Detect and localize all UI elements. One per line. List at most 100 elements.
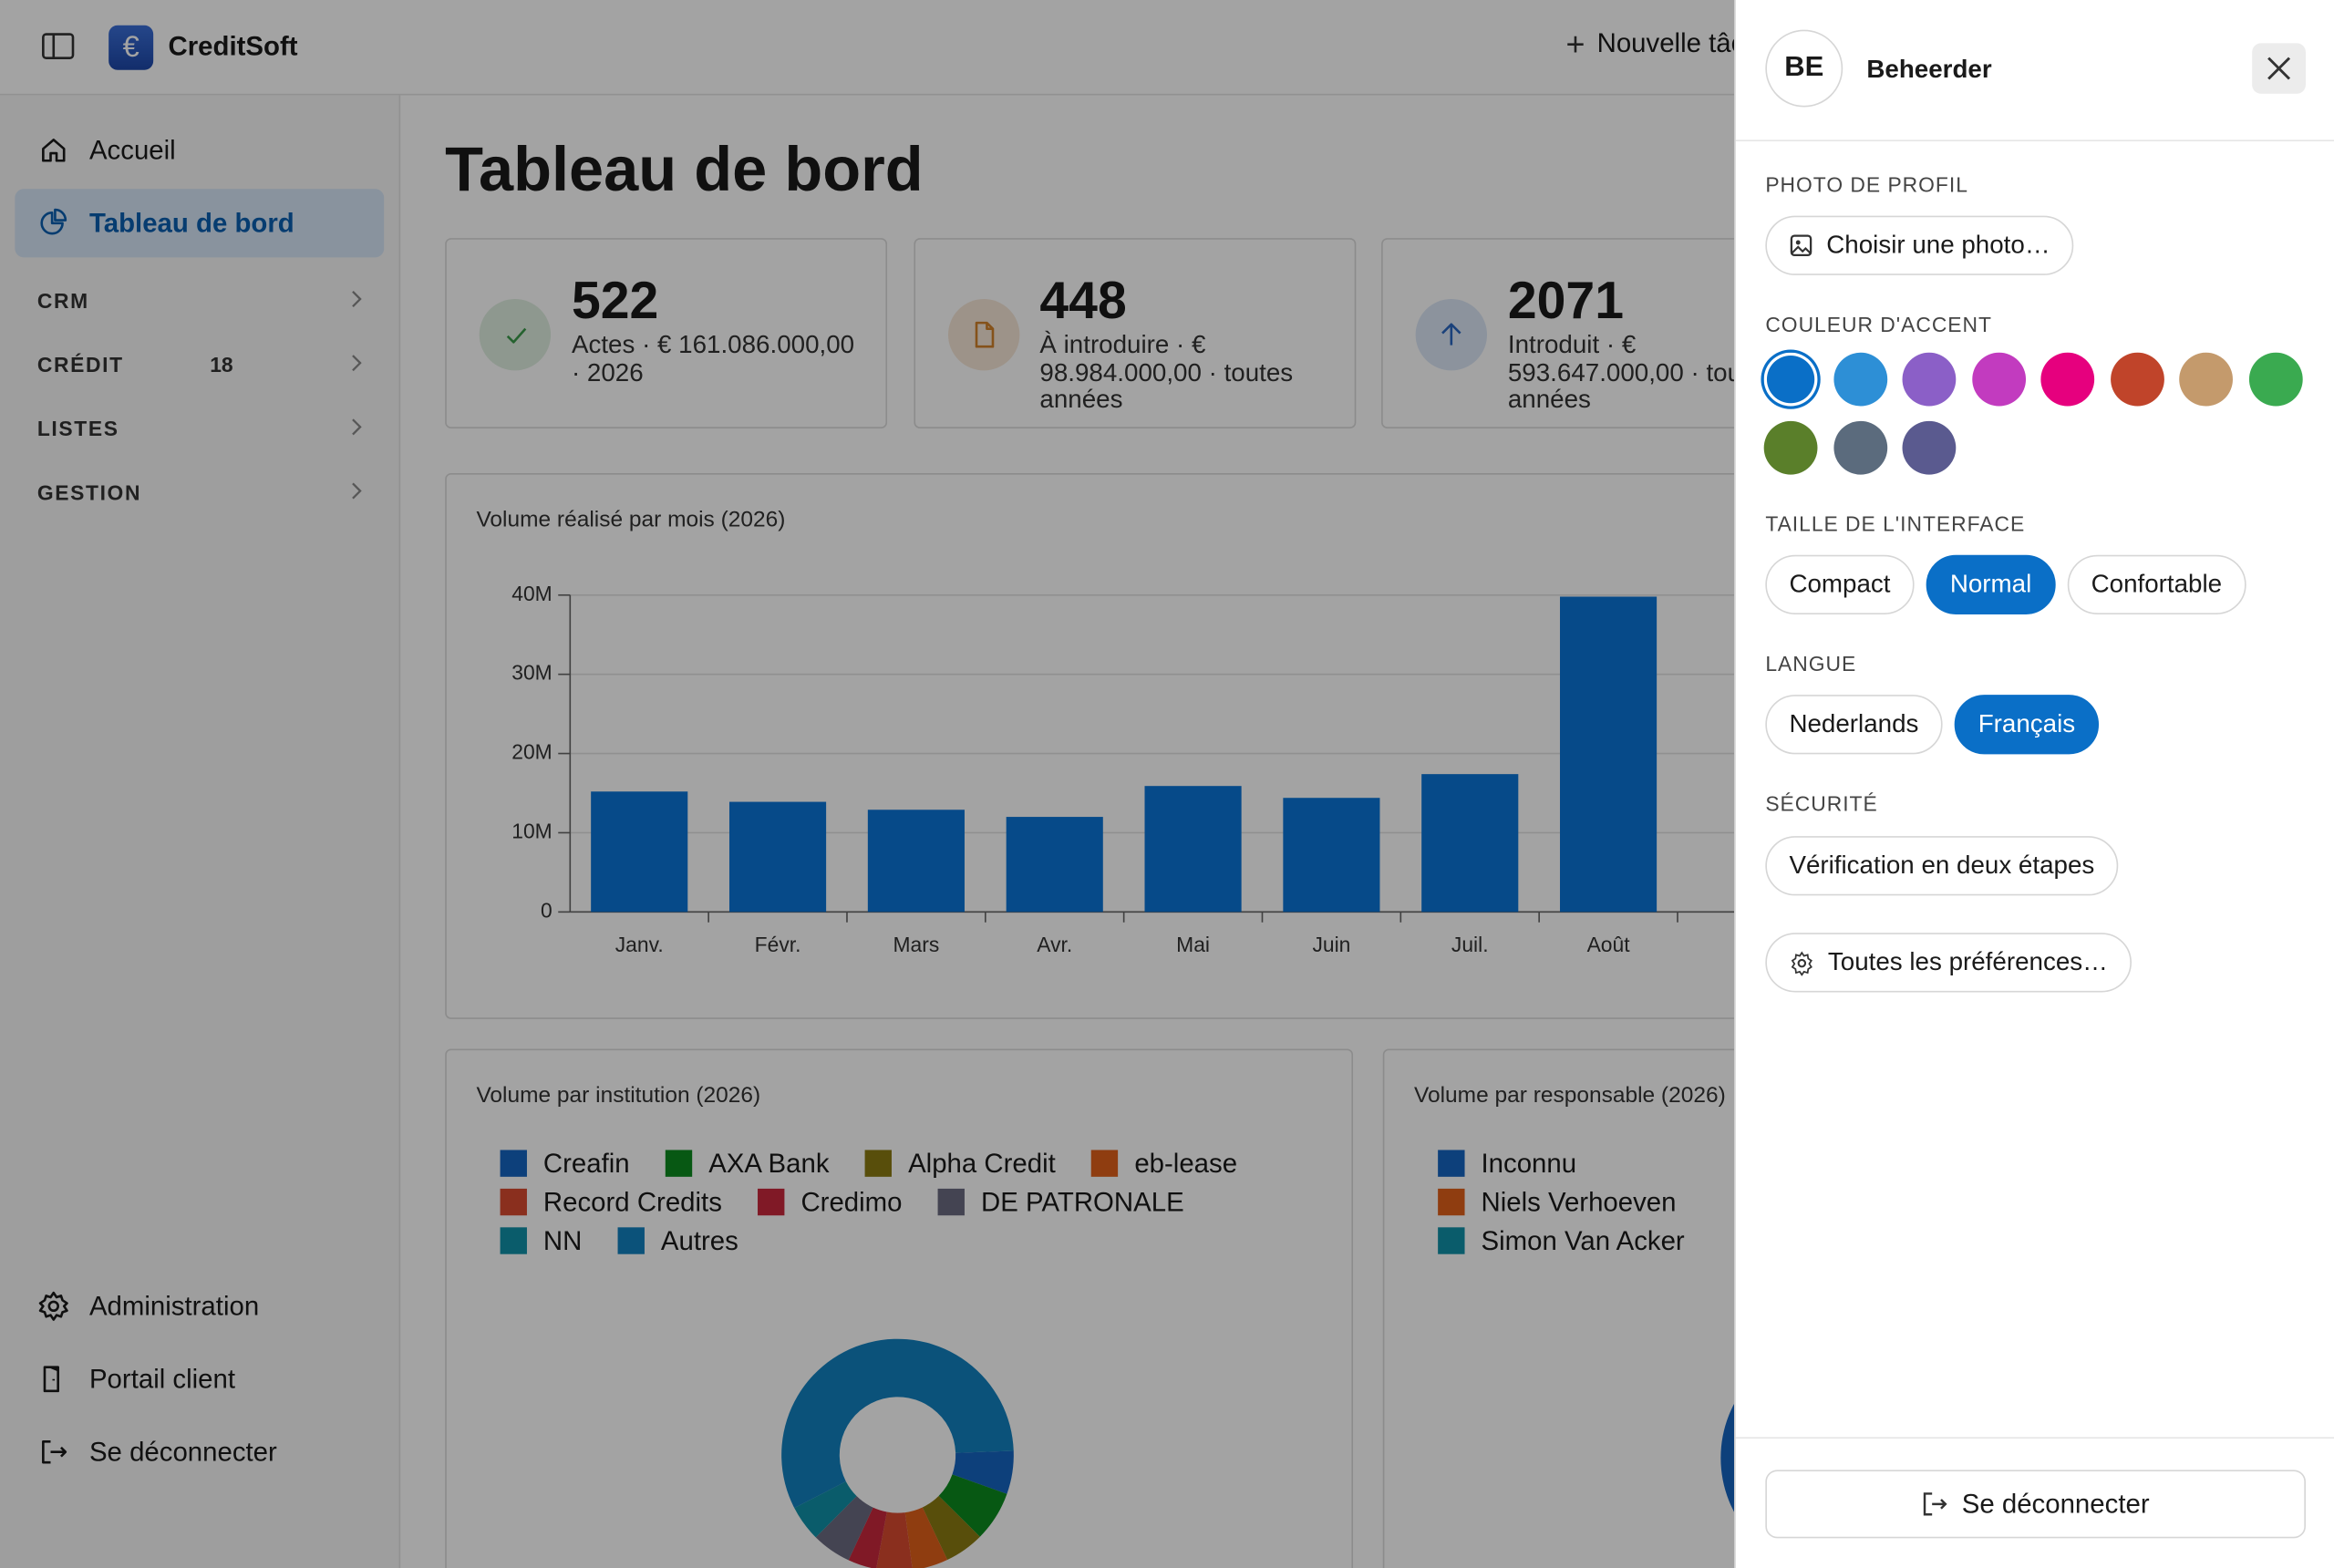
stat-icon bbox=[947, 299, 1019, 371]
avatar: BE bbox=[1765, 29, 1843, 108]
bar bbox=[591, 791, 688, 913]
legend-item[interactable]: Alpha Credit bbox=[864, 1148, 1056, 1179]
legend-swatch bbox=[1438, 1150, 1465, 1177]
sidebar: Accueil Tableau de bord CRM CRÉDIT 18 LISTES G… bbox=[0, 95, 401, 1568]
chevron bbox=[350, 417, 362, 440]
accent-swatch[interactable] bbox=[1763, 420, 1818, 475]
legend-swatch bbox=[617, 1227, 645, 1254]
chart-title: Volume par institution (2026) bbox=[476, 1083, 761, 1109]
legend-swatch bbox=[864, 1150, 893, 1177]
logout-button[interactable]: Se déconnecter bbox=[1765, 1470, 2306, 1539]
x-tick-label: Févr. bbox=[755, 933, 801, 956]
legend-label: Niels Verhoeven bbox=[1481, 1186, 1677, 1217]
accent-swatch[interactable] bbox=[1971, 352, 2026, 407]
close-button[interactable] bbox=[2252, 43, 2306, 94]
option-pill[interactable]: Français bbox=[1954, 695, 2100, 755]
legend-swatch bbox=[758, 1188, 785, 1216]
button-label: Toutes les préférences… bbox=[1827, 947, 2108, 976]
nav-section[interactable]: CRM bbox=[37, 289, 362, 313]
nav-label: Accueil bbox=[88, 134, 176, 165]
stat-card: 522 Actes · € 161.086.000,00 · 2026 bbox=[445, 238, 888, 428]
legend-label: Simon Van Acker bbox=[1481, 1224, 1685, 1255]
sidebar-toggle[interactable] bbox=[42, 31, 75, 61]
stat-icon bbox=[479, 299, 552, 371]
accent-swatch[interactable] bbox=[1902, 352, 1957, 407]
nav-item[interactable]: Portail client bbox=[15, 1345, 384, 1413]
bar bbox=[1560, 596, 1658, 913]
legend-item[interactable]: AXA Bank bbox=[665, 1148, 830, 1179]
legend-label: Record Credits bbox=[542, 1186, 722, 1217]
option-pill[interactable]: Confortable bbox=[2067, 554, 2246, 614]
nav-item[interactable]: Tableau de bord bbox=[15, 189, 385, 258]
stat-value: 448 bbox=[1039, 272, 1127, 331]
nav-section[interactable]: LISTES bbox=[37, 417, 362, 440]
stat-label: À introduire · € 98.984.000,00 · toutes … bbox=[1039, 330, 1294, 414]
legend-item[interactable]: Autres bbox=[617, 1225, 738, 1256]
section-heading: SÉCURITÉ bbox=[1765, 791, 1878, 816]
legend: Creafin AXA Bank Alpha Credit eb-lease Recor… bbox=[500, 1148, 1252, 1256]
bar bbox=[1144, 786, 1242, 913]
accent-swatch[interactable] bbox=[2040, 352, 2095, 407]
section-label: LISTES bbox=[36, 416, 119, 441]
accent-swatch[interactable] bbox=[2179, 352, 2233, 407]
section-heading: LANGUE bbox=[1765, 651, 1857, 676]
legend: Inconnu Niels Verhoeven Simon Van Acker bbox=[1438, 1148, 1736, 1256]
page-title: Tableau de bord bbox=[445, 133, 924, 204]
panel-header: BE Beheerder bbox=[1735, 0, 2334, 142]
two-step-button[interactable]: Vérification en deux étapes bbox=[1765, 836, 2119, 896]
legend-label: Creafin bbox=[542, 1148, 630, 1178]
bar bbox=[867, 810, 965, 913]
legend-swatch bbox=[1438, 1188, 1465, 1216]
legend-swatch bbox=[937, 1188, 966, 1216]
panel-footer: Se déconnecter bbox=[1735, 1437, 2334, 1568]
section-heading: COULEUR D'ACCENT bbox=[1765, 312, 1992, 336]
chart-title: Volume réalisé par mois (2026) bbox=[476, 507, 786, 533]
legend-item[interactable]: DE PATRONALE bbox=[937, 1186, 1184, 1217]
accent-swatch[interactable] bbox=[1833, 420, 1887, 475]
legend-swatch bbox=[1438, 1227, 1465, 1254]
y-tick-label: 30M bbox=[511, 661, 552, 685]
accent-swatches bbox=[1763, 352, 2315, 475]
section-label: CRM bbox=[36, 288, 89, 313]
nav-section[interactable]: GESTION bbox=[37, 480, 362, 504]
choose-photo-button[interactable]: Choisir une photo… bbox=[1765, 215, 2074, 275]
legend-label: eb-lease bbox=[1134, 1148, 1238, 1178]
legend-item[interactable]: Credimo bbox=[758, 1186, 903, 1217]
legend-swatch bbox=[500, 1188, 527, 1216]
chevron bbox=[350, 353, 362, 377]
accent-swatch[interactable] bbox=[1902, 420, 1957, 475]
nav-item[interactable]: Accueil bbox=[15, 116, 384, 184]
legend-item[interactable]: Simon Van Acker bbox=[1438, 1224, 1736, 1256]
legend-swatch bbox=[1090, 1150, 1119, 1177]
y-tick-label: 40M bbox=[511, 582, 552, 605]
nav-item[interactable]: Administration bbox=[15, 1272, 384, 1340]
legend-item[interactable]: Inconnu bbox=[1438, 1148, 1736, 1179]
size-options: Compact Normal Confortable bbox=[1765, 554, 2246, 614]
legend-item[interactable]: Record Credits bbox=[500, 1186, 722, 1217]
language-options: Nederlands Français bbox=[1765, 695, 2100, 755]
badge: 18 bbox=[210, 352, 233, 377]
legend-item[interactable]: NN bbox=[500, 1225, 582, 1256]
chevron bbox=[350, 289, 362, 313]
accent-swatch[interactable] bbox=[2248, 352, 2302, 407]
y-tick-label: 0 bbox=[541, 898, 553, 922]
nav-section[interactable]: CRÉDIT 18 bbox=[37, 353, 362, 377]
legend-item[interactable]: eb-lease bbox=[1090, 1148, 1238, 1179]
option-pill[interactable]: Normal bbox=[1926, 554, 2056, 614]
pie-slice bbox=[781, 1338, 1014, 1509]
accent-swatch[interactable] bbox=[1833, 352, 1887, 407]
x-tick-label: Avr. bbox=[1037, 933, 1072, 956]
accent-swatch[interactable] bbox=[1763, 352, 1818, 407]
legend-swatch bbox=[500, 1150, 527, 1177]
nav-item[interactable]: Se déconnecter bbox=[15, 1418, 384, 1486]
accent-swatch[interactable] bbox=[2110, 352, 2164, 407]
option-pill[interactable]: Compact bbox=[1765, 554, 1915, 614]
preferences-button[interactable]: Toutes les préférences… bbox=[1765, 933, 2133, 993]
legend-item[interactable]: Niels Verhoeven bbox=[1438, 1186, 1736, 1217]
legend-item[interactable]: Creafin bbox=[500, 1148, 630, 1179]
option-pill[interactable]: Nederlands bbox=[1765, 695, 1943, 755]
x-tick-label: Juin bbox=[1312, 933, 1350, 956]
pie-slice bbox=[922, 1495, 980, 1560]
app-name: CreditSoft bbox=[168, 31, 298, 61]
